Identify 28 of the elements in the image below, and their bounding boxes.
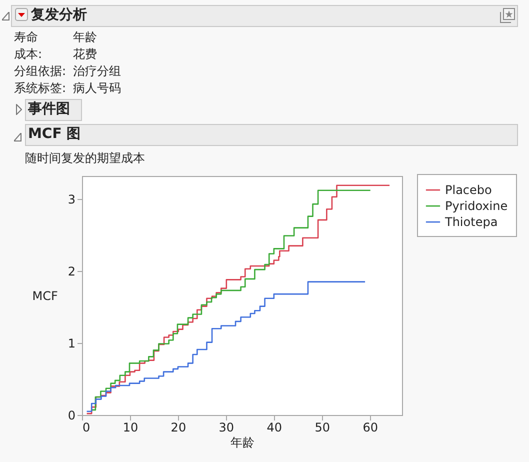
text: 系统标签: [14, 80, 66, 97]
x-tick-label: 50 [314, 420, 330, 434]
text: 花费 [73, 46, 97, 63]
text: 病人号码 [73, 80, 121, 97]
text: 事件图 [28, 100, 70, 118]
text: 寿命 [14, 29, 38, 46]
y-tick-label: 1 [68, 336, 76, 351]
text: 治疗分组 [73, 63, 121, 80]
x-tick-label: 10 [122, 420, 138, 434]
legend-label: Pyridoxine [445, 199, 508, 213]
legend-label: Thiotepa [444, 215, 498, 229]
chart-title: 复发分析 [31, 6, 87, 24]
y-tick-label: 2 [68, 264, 76, 279]
x-tick-label: 0 [82, 420, 90, 434]
text: 成本: [14, 46, 42, 63]
x-tick-label: 20 [170, 420, 186, 434]
y-tick-label: 3 [68, 192, 76, 207]
text: MCF 图 [28, 125, 81, 143]
x-tick-label: 60 [362, 420, 378, 434]
text: 分组依据: [14, 63, 66, 80]
text: 年龄 [73, 29, 97, 46]
x-axis-title: 年龄 [230, 436, 254, 450]
x-tick-label: 30 [218, 420, 234, 434]
x-tick-label: 40 [266, 420, 282, 434]
y-axis-title: MCF [32, 289, 58, 303]
chart-subtitle: 随时间复发的期望成本 [25, 150, 145, 167]
legend-label: Placebo [445, 183, 492, 197]
y-tick-label: 0 [68, 408, 76, 422]
